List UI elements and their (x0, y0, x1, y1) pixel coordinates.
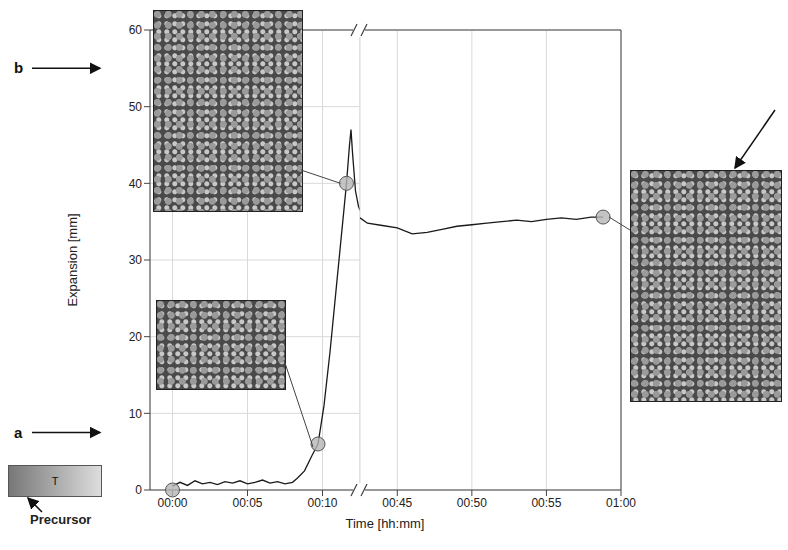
svg-text:00:10: 00:10 (307, 496, 337, 510)
html-text:b: b (14, 59, 24, 77)
html-text:Precursor: Precursor (30, 512, 92, 527)
svg-text:60: 60 (129, 23, 143, 37)
svg-text:00:00: 00:00 (157, 496, 187, 510)
svg-text:40: 40 (129, 177, 143, 191)
svg-text:00:55: 00:55 (531, 496, 561, 510)
svg-text:10: 10 (129, 407, 143, 421)
svg-text:50: 50 (129, 100, 143, 114)
svg-text:0: 0 (135, 483, 142, 497)
svg-text:01:00: 01:00 (606, 496, 636, 510)
html-text:T: T (51, 475, 59, 487)
svg-text:30: 30 (129, 253, 143, 267)
svg-text:Expansion [mm]: Expansion [mm] (65, 213, 80, 306)
svg-text:00:05: 00:05 (232, 496, 262, 510)
svg-text:20: 20 (129, 330, 143, 344)
html-text:Time [hh:mm]: Time [hh:mm] (345, 516, 425, 531)
svg-text:00:50: 00:50 (457, 496, 487, 510)
html-text:a: a (14, 423, 23, 441)
svg-text:00:45: 00:45 (382, 496, 412, 510)
